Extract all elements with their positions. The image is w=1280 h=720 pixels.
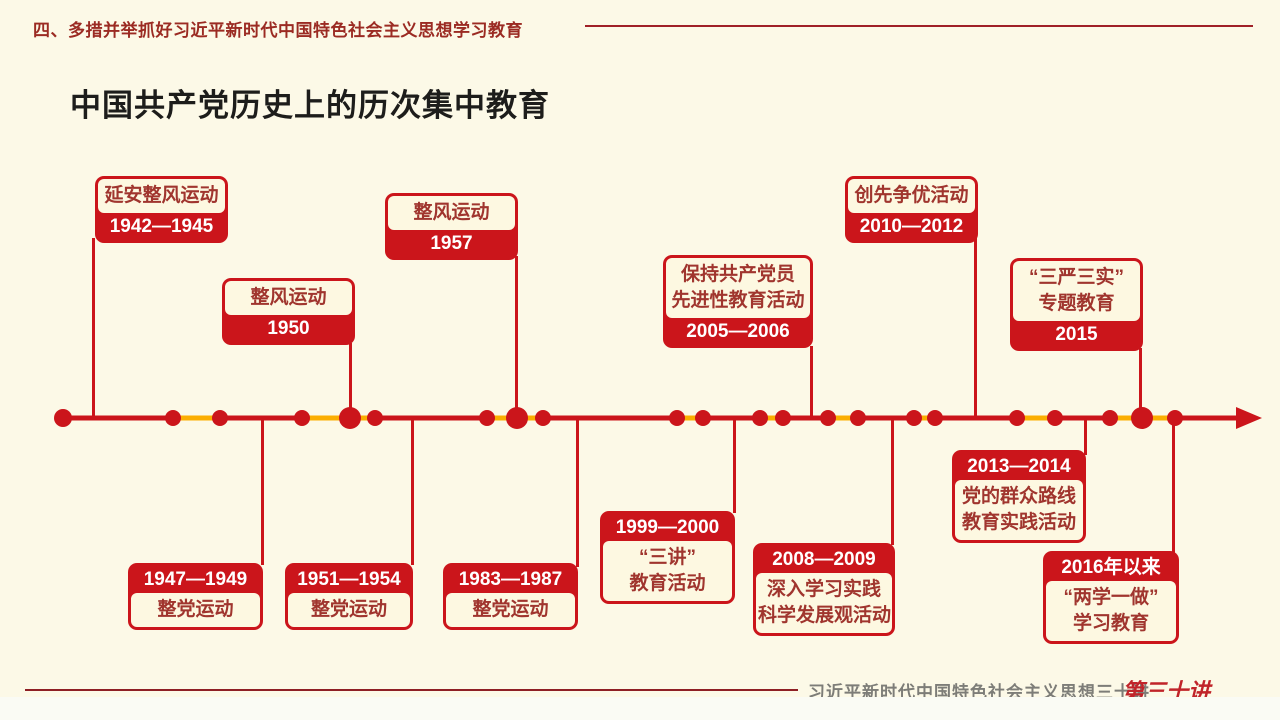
timeline-event-below: 2016年以来 “两学一做” 学习教育 <box>1043 551 1179 644</box>
footer-divider <box>25 689 798 691</box>
event-title: “三讲” 教育活动 <box>603 541 732 601</box>
event-date: 2008—2009 <box>772 549 876 570</box>
event-title: 党的群众路线 教育实践活动 <box>955 480 1083 540</box>
event-connector <box>1172 418 1175 555</box>
event-connector <box>1084 418 1087 455</box>
event-title: 整风运动 <box>388 196 515 230</box>
page-title: 中国共产党历史上的历次集中教育 <box>70 88 550 123</box>
event-date: 1950 <box>267 318 310 339</box>
timeline-event-above: 整风运动 1950 <box>222 278 355 345</box>
event-date: 1947—1949 <box>143 569 248 590</box>
event-title: 整风运动 <box>225 281 352 315</box>
event-date: 2005—2006 <box>686 321 790 342</box>
timeline-event-above: 延安整风运动 1942—1945 <box>95 176 228 243</box>
section-title: 四、多措并举抓好习近平新时代中国特色社会主义思想学习教育 <box>33 21 523 40</box>
event-title: 创先争优活动 <box>848 179 975 213</box>
timeline-axis <box>54 407 1262 429</box>
event-connector <box>576 418 579 567</box>
timeline-event-above: 创先争优活动 2010—2012 <box>845 176 978 243</box>
timeline-event-below: 1947—1949 整党运动 <box>128 563 263 630</box>
event-date: 2016年以来 <box>1061 557 1161 578</box>
event-connector <box>92 238 95 418</box>
event-title: 深入学习实践 科学发展观活动 <box>756 573 892 633</box>
event-connector <box>733 418 736 513</box>
event-title: 整党运动 <box>446 593 575 627</box>
event-date: 1951—1954 <box>297 569 401 590</box>
arrowhead-icon <box>1236 407 1262 429</box>
event-date: 2015 <box>1055 324 1098 345</box>
timeline-event-below: 1983—1987 整党运动 <box>443 563 578 630</box>
event-connector <box>810 346 813 418</box>
event-connector <box>891 418 894 545</box>
timeline-event-below: 2013—2014 党的群众路线 教育实践活动 <box>952 450 1086 543</box>
timeline-event-below: 2008—2009 深入学习实践 科学发展观活动 <box>753 543 895 636</box>
event-date: 2013—2014 <box>967 456 1071 477</box>
timeline-event-above: 整风运动 1957 <box>385 193 518 260</box>
event-title: 保持共产党员 先进性教育活动 <box>666 258 810 318</box>
event-date: 1999—2000 <box>615 517 720 538</box>
event-connector <box>261 418 264 565</box>
event-connector <box>515 256 518 418</box>
event-connector <box>1139 348 1142 418</box>
event-date: 1983—1987 <box>458 569 563 590</box>
timeline-event-below: 1999—2000 “三讲” 教育活动 <box>600 511 735 604</box>
timeline-event-below: 1951—1954 整党运动 <box>285 563 413 630</box>
event-title: 整党运动 <box>288 593 410 627</box>
event-title: 延安整风运动 <box>98 179 225 213</box>
timeline-event-above: “三严三实” 专题教育 2015 <box>1010 258 1143 351</box>
event-date: 1942—1945 <box>109 216 214 237</box>
timeline-event-above: 保持共产党员 先进性教育活动 2005—2006 <box>663 255 813 348</box>
event-connector <box>411 418 414 565</box>
event-title: “三严三实” 专题教育 <box>1013 261 1140 321</box>
event-connector <box>974 238 977 418</box>
event-title: “两学一做” 学习教育 <box>1046 581 1176 641</box>
event-date: 2010—2012 <box>859 216 964 237</box>
bottom-strip <box>0 697 1280 720</box>
timeline-dots <box>54 407 1183 429</box>
event-connector <box>349 343 352 418</box>
event-title: 整党运动 <box>131 593 260 627</box>
header-divider <box>585 25 1253 27</box>
event-date: 1957 <box>430 233 473 254</box>
